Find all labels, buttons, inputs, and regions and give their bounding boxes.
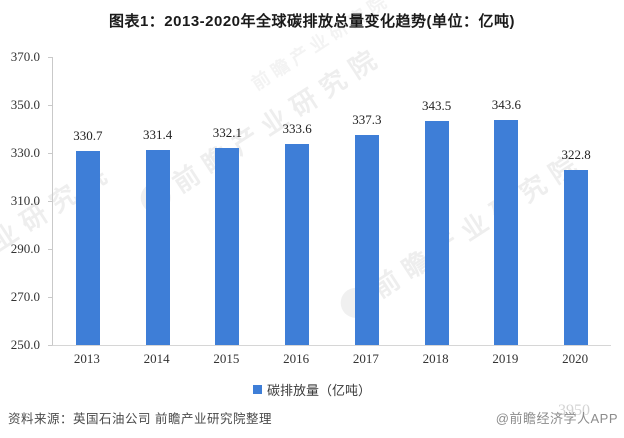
bar-2018: [424, 120, 449, 345]
legend-swatch-icon: [252, 385, 262, 394]
legend: 碳排放量（亿吨）: [0, 380, 624, 399]
bar-slot: 343.6: [472, 57, 542, 345]
x-tick-label: 2014: [143, 351, 170, 366]
bar-2017: [354, 135, 379, 345]
plot-area: 330.7 331.4 332.1 333.6 337.3 343.5 343.6 322.8: [52, 57, 611, 346]
bar-slot: 322.8: [541, 57, 611, 345]
bar-2019: [494, 120, 519, 345]
bar-value-label: 332.1: [212, 124, 242, 140]
y-tick-label: 370.0: [10, 49, 40, 64]
bar-value-label: 322.8: [561, 147, 591, 163]
y-tick-label: 350.0: [10, 97, 40, 112]
x-axis: 2013 2014 2015 2016 2017 2018 2019 2020: [52, 351, 610, 367]
bar-value-label: 337.3: [352, 112, 382, 128]
y-tick-mark: [48, 57, 52, 58]
y-tick-mark: [48, 297, 52, 298]
y-tick-mark: [48, 105, 52, 106]
bar-2020: [564, 170, 589, 345]
bar-value-label: 343.5: [422, 97, 452, 113]
y-tick-mark: [48, 201, 52, 202]
x-tick-label: 2018: [422, 351, 449, 366]
bar-2014: [145, 149, 170, 345]
bar-2013: [75, 151, 100, 345]
x-tick-label: 2019: [492, 351, 519, 366]
chart-title: 图表1：2013-2020年全球碳排放总量变化趋势(单位：亿吨): [108, 13, 516, 30]
y-tick-label: 330.0: [10, 145, 40, 160]
bar-slot: 337.3: [332, 57, 402, 345]
x-tick-label: 2015: [213, 351, 240, 366]
bar-slot: 333.6: [262, 57, 332, 345]
y-tick-label: 250.0: [10, 337, 40, 352]
y-tick-mark: [48, 249, 52, 250]
x-tick-label: 2016: [283, 351, 310, 366]
bar-value-label: 331.4: [143, 126, 173, 142]
bar-2015: [215, 147, 240, 345]
x-tick-label: 2013: [73, 351, 100, 366]
x-tick-label: 2020: [562, 351, 589, 366]
bar-slot: 343.5: [402, 57, 472, 345]
y-axis: 370.0 350.0 330.0 310.0 290.0 270.0 250.0: [0, 0, 52, 438]
y-tick-mark: [48, 345, 52, 346]
bar-value-label: 333.6: [282, 121, 312, 137]
bar-2016: [285, 144, 310, 345]
bar-series: 330.7 331.4 332.1 333.6 337.3 343.5 343.6 322.8: [53, 57, 611, 345]
footer-overlay-number: 3950: [558, 402, 590, 419]
bar-slot: 332.1: [193, 57, 263, 345]
y-tick-label: 310.0: [10, 193, 40, 208]
bar-value-label: 330.7: [73, 128, 103, 144]
legend-label: 碳排放量（亿吨）: [266, 383, 371, 398]
credit-note: @前瞻经济学人APP: [495, 411, 618, 426]
bar-value-label: 343.6: [491, 97, 521, 113]
y-tick-label: 290.0: [10, 241, 40, 256]
x-tick-label: 2017: [352, 351, 379, 366]
bar-slot: 331.4: [123, 57, 193, 345]
y-tick-mark: [48, 153, 52, 154]
source-note: 资料来源：英国石油公司 前瞻产业研究院整理: [8, 412, 272, 426]
bar-slot: 330.7: [53, 57, 123, 345]
y-tick-label: 270.0: [10, 289, 40, 304]
